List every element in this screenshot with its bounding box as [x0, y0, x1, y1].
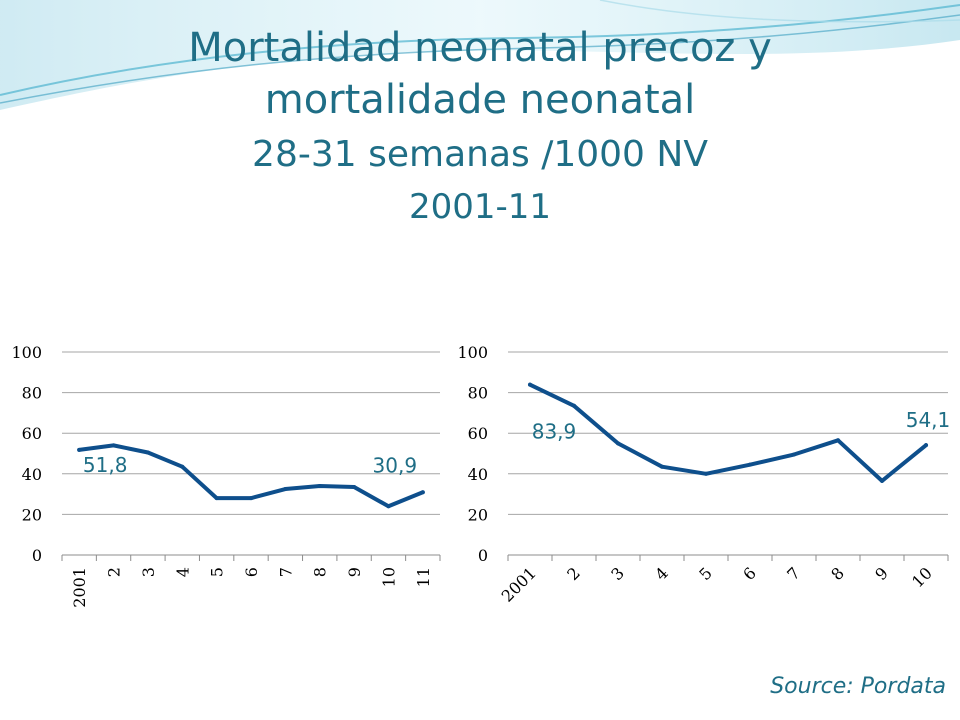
header-wave-decoration — [0, 0, 960, 110]
left-chart-data-point — [352, 484, 357, 489]
right-chart-y-tick-label: 100 — [457, 343, 488, 362]
title-line-1: Mortalidad neonatal precoz y — [188, 25, 772, 71]
left-chart-data-point — [180, 464, 185, 469]
right-chart-series-line — [528, 382, 928, 483]
right-chart-x-tick-label: 3 — [607, 563, 628, 584]
left-chart-x-tick-label: 2001 — [70, 567, 89, 608]
left-line-chart: 0 20 40 60 80 100 2001 2 3 4 5 6 7 8 9 10 11 51,8 30,9 — [0, 330, 450, 630]
right-chart-data-point — [924, 443, 928, 448]
right-chart-x-tick-label: 8 — [827, 563, 848, 584]
left-chart-y-tick-label: 0 — [32, 546, 42, 565]
left-chart-x-tick-label: 3 — [139, 567, 158, 577]
right-chart-data-point — [880, 478, 884, 483]
slide-title: Mortalidad neonatal precoz y mortalidade… — [0, 22, 960, 232]
right-chart-data-point — [616, 441, 620, 446]
left-chart-y-tick-label: 20 — [22, 505, 42, 524]
left-chart-x-tick-label: 2 — [105, 567, 124, 577]
left-chart-data-point — [283, 487, 288, 492]
left-chart-data-point — [145, 450, 150, 455]
left-chart-x-tick-label: 4 — [173, 567, 192, 577]
left-chart-data-label: 30,9 — [373, 453, 418, 477]
left-chart-y-tick-label: 60 — [22, 424, 42, 443]
right-chart-data-point — [704, 471, 708, 476]
right-chart-data-point — [660, 464, 664, 469]
left-chart-x-tick-label: 6 — [242, 567, 261, 577]
right-chart-y-tick-label: 0 — [478, 546, 488, 565]
title-line-4: 2001-11 — [408, 187, 552, 227]
right-chart-x-tick-label: 10 — [908, 563, 936, 591]
right-chart-data-point — [748, 462, 752, 467]
left-chart-data-point — [214, 496, 219, 501]
left-chart-y-tick-label: 40 — [22, 465, 42, 484]
right-chart-svg: 0 20 40 60 80 100 2001 2 3 4 5 6 7 8 9 10 83,9 54,1 — [457, 343, 951, 606]
right-chart-x-tick-label: 9 — [871, 563, 892, 584]
left-chart-data-point — [386, 504, 391, 509]
title-line-2: mortalidade neonatal — [264, 77, 696, 123]
left-chart-data-label: 51,8 — [83, 453, 128, 477]
source-note: Source: Pordata — [770, 674, 946, 699]
title-line-3: 28-31 semanas /1000 NV — [252, 134, 708, 175]
left-chart-x-tick-label: 8 — [311, 567, 330, 577]
right-chart-y-tick-label: 60 — [468, 424, 488, 443]
left-chart-x-tick-label: 7 — [276, 567, 295, 577]
right-chart-data-point — [528, 382, 532, 387]
right-chart-x-tick-label: 2 — [563, 563, 584, 584]
left-chart-svg: 0 20 40 60 80 100 2001 2 3 4 5 6 7 8 9 10 11 51,8 30,9 — [11, 343, 441, 608]
right-chart-data-point — [836, 438, 840, 443]
right-chart-data-label: 83,9 — [532, 420, 577, 444]
left-chart-y-tick-label: 80 — [22, 384, 42, 403]
right-chart-y-tick-label: 80 — [468, 384, 488, 403]
right-chart-data-point — [572, 403, 576, 408]
right-chart-x-tick-label: 5 — [695, 563, 716, 584]
left-chart-data-point — [249, 496, 253, 501]
right-chart-data-point — [792, 452, 796, 457]
right-chart-x-tick-label: 7 — [783, 563, 804, 584]
left-chart-x-tick-label: 9 — [345, 567, 364, 577]
left-chart-x-tick-label: 11 — [414, 567, 433, 587]
left-chart-y-tick-label: 100 — [11, 343, 42, 362]
left-chart-x-tick-label: 10 — [379, 567, 398, 587]
right-chart-x-tick-label: 2001 — [498, 563, 540, 605]
left-chart-data-point — [77, 447, 82, 452]
right-chart-data-label: 54,1 — [906, 408, 951, 432]
right-chart-y-tick-label: 20 — [468, 505, 488, 524]
left-chart-data-point — [317, 483, 322, 488]
left-chart-data-point — [111, 443, 116, 448]
right-line-chart: 0 20 40 60 80 100 2001 2 3 4 5 6 7 8 9 10 83,9 54,1 — [440, 330, 960, 650]
left-chart-data-point — [420, 490, 425, 495]
right-chart-x-tick-label: 6 — [739, 563, 760, 584]
right-chart-x-tick-label: 4 — [651, 563, 672, 584]
right-chart-y-tick-label: 40 — [468, 465, 488, 484]
left-chart-x-tick-label: 5 — [208, 567, 227, 577]
